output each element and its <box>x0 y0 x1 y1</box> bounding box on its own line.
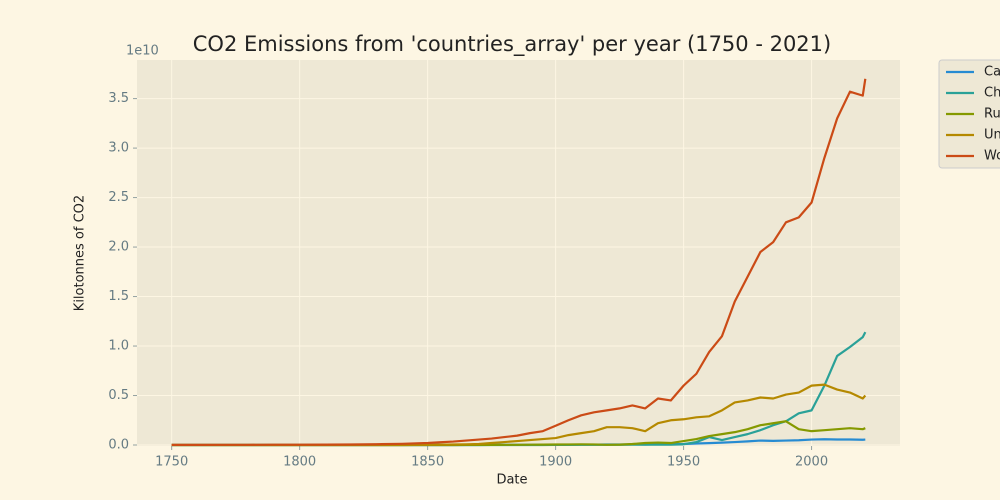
x-tick-label: 1850 <box>411 455 444 470</box>
legend: Ca Ch Ru Un Wo <box>938 59 1000 169</box>
series-line <box>171 78 867 447</box>
grid: 1750 1800 1850 1900 1950 2000 0.0 0.5 1.0 1.5 2.0 2… <box>108 60 900 470</box>
legend-label: Wo <box>984 149 1000 164</box>
y-tick-label: 3.0 <box>108 141 129 156</box>
lines <box>171 78 867 447</box>
x-tick-label: 1750 <box>155 455 188 470</box>
x-axis-label: Date <box>496 473 527 488</box>
chart-title: CO2 Emissions from 'countries_array' per… <box>193 32 831 57</box>
y-axis-label: Kilotonnes of CO2 <box>73 195 88 311</box>
x-tick-label: 2000 <box>795 455 828 470</box>
y-tick-label: 2.5 <box>108 190 129 205</box>
plot-area <box>137 60 900 446</box>
y-tick-label: 2.0 <box>108 240 129 255</box>
legend-label: Ch <box>984 86 1000 101</box>
y-offset: 1e10 <box>126 44 159 59</box>
y-tick-label: 1.0 <box>108 339 129 354</box>
y-tick-label: 3.5 <box>108 91 129 106</box>
y-tick-label: 1.5 <box>108 289 129 304</box>
y-tick-label: 0.0 <box>108 438 129 453</box>
legend-label: Ru <box>984 107 1000 122</box>
legend-label: Un <box>984 128 1000 143</box>
x-tick-label: 1900 <box>539 455 572 470</box>
x-tick-label: 1800 <box>283 455 316 470</box>
y-tick-label: 0.5 <box>108 388 129 403</box>
x-tick-label: 1950 <box>667 455 700 470</box>
legend-label: Ca <box>984 65 1000 80</box>
